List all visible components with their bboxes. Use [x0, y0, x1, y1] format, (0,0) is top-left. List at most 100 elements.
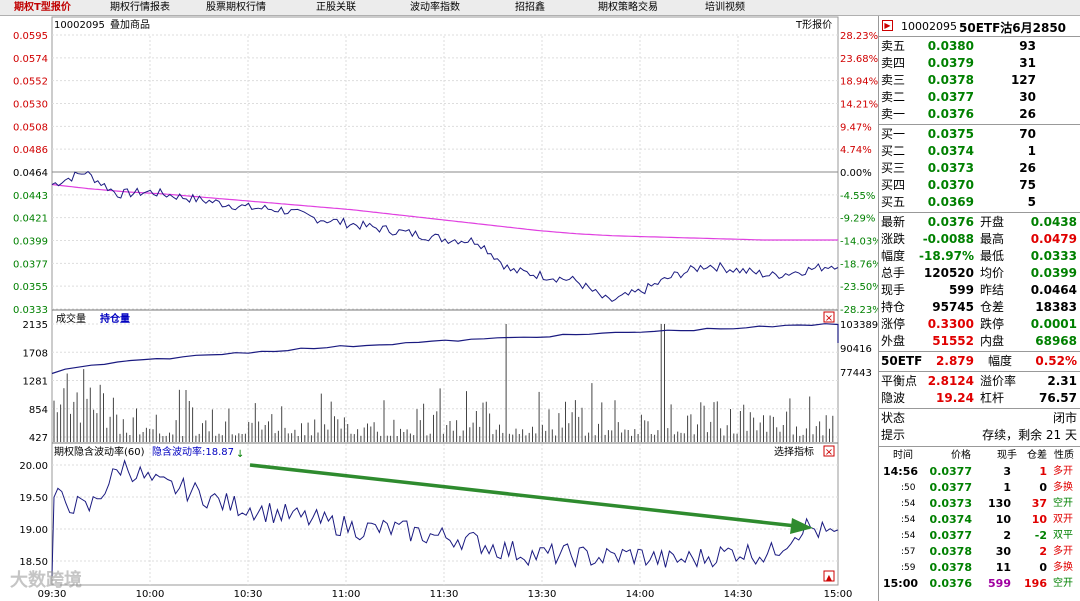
trend-arrow-line [249, 463, 797, 528]
stat-row: 总手 120520 均价 0.0399 [881, 266, 1077, 280]
price-y-label: 0.0574 [13, 54, 48, 65]
price-y-label: 0.0355 [13, 282, 48, 293]
iv-y-label: 19.50 [19, 493, 48, 504]
ask-row: 卖四 0.0379 31 [881, 56, 1036, 70]
t-quote-label: T形报价 [795, 18, 832, 31]
oi-y-label: 103389 [840, 320, 878, 331]
time-x-label: 15:00 [824, 589, 853, 600]
separator [879, 446, 1080, 447]
pct-y-label: 18.94% [840, 77, 878, 88]
separator [879, 212, 1080, 213]
pct-y-label: -18.76% [840, 259, 878, 270]
price-y-label: 0.0464 [13, 168, 48, 179]
time-x-label: 13:30 [528, 589, 557, 600]
close-iv-icon-x: × [825, 447, 833, 458]
close-panel-icon[interactable]: ▶ [882, 20, 893, 31]
extra-row: 隐波 19.24 杠杆 76.57 [881, 391, 1077, 405]
tab-1[interactable]: 期权T型报价 [14, 2, 71, 13]
iv-title: 期权隐含波动率(60) [54, 445, 145, 458]
bid-row: 买五 0.0369 5 [881, 195, 1036, 209]
time-x-label: 11:30 [430, 589, 459, 600]
price-y-label: 0.0333 [13, 305, 48, 316]
time-x-label: 14:30 [724, 589, 753, 600]
separator [879, 351, 1080, 352]
price-y-label: 0.0486 [13, 145, 48, 156]
price-y-label: 0.0399 [13, 237, 48, 248]
volume-y-label: 1708 [23, 348, 48, 359]
pct-y-label: -14.03% [840, 237, 878, 248]
stat-row: 外盘 51552 内盘 68968 [881, 334, 1077, 348]
ask-row: 卖五 0.0380 93 [881, 39, 1036, 53]
time-x-label: 11:00 [332, 589, 361, 600]
trend-arrow-head [790, 518, 813, 534]
overlay-label: 叠加商品 [110, 18, 150, 31]
price-line [51, 170, 839, 303]
iv-y-label: 19.00 [19, 525, 48, 536]
trade-row: :57 0.0378 30 2 多开 [901, 545, 1073, 558]
close-volume-icon [823, 311, 835, 323]
ask-row: 卖一 0.0376 26 [881, 107, 1036, 121]
trade-row: :50 0.0377 1 0 多换 [901, 481, 1073, 494]
oi-y-label: 90416 [840, 344, 872, 355]
extra-row: 平衡点 2.8124 溢价率 2.31 [881, 374, 1077, 388]
pct-y-label: 0.00% [840, 168, 872, 179]
tab-4[interactable]: 正股关联 [316, 2, 356, 13]
separator [879, 408, 1080, 409]
panel-code: 10002095 [901, 20, 957, 33]
ask-row: 卖二 0.0377 30 [881, 90, 1036, 104]
chart-code: 10002095 [54, 20, 105, 31]
trade-row: :54 0.0374 10 10 双开 [901, 513, 1073, 526]
bid-row: 买二 0.0374 1 [881, 144, 1036, 158]
oi-label: 持仓量 [100, 312, 130, 325]
chart-area: 10002095 叠加商品 T形报价 0.0595 28.23% 0.0574 23.68%… [0, 16, 878, 601]
time-x-label: 10:00 [136, 589, 165, 600]
tab-8[interactable]: 培训视频 [705, 2, 745, 13]
stat-row: 持仓 95745 仓差 18383 [881, 300, 1077, 314]
volume-y-label: 854 [29, 405, 48, 416]
avg-price-line [51, 183, 838, 241]
ask-row: 卖三 0.0378 127 [881, 73, 1036, 87]
iv-y-label: 18.50 [19, 557, 48, 568]
trade-header-row: 时间 价格 现手 仓差 性质 [893, 450, 1074, 461]
volume-y-label: 427 [29, 433, 48, 444]
iv-line [51, 459, 839, 577]
separator [879, 371, 1080, 372]
stat-row: 最新 0.0376 开盘 0.0438 [881, 215, 1077, 229]
trade-row: :54 0.0377 2 -2 双平 [901, 529, 1073, 542]
scroll-up-icon-arrow: ▲ [826, 573, 833, 582]
stat-row: 涨跌 -0.0088 最高 0.0479 [881, 232, 1077, 246]
status-row: 状态 闭市 [881, 411, 1077, 425]
stat-row: 现手 599 昨结 0.0464 [881, 283, 1077, 297]
watermark-text: 大数跨境 [10, 570, 82, 591]
stat-row: 幅度 -18.97% 最低 0.0333 [881, 249, 1077, 263]
tab-5[interactable]: 波动率指数 [410, 2, 460, 13]
trade-row: :54 0.0373 130 37 空开 [901, 497, 1073, 510]
quote-panel-header: ▶ 10002095 50ETF沽6月2850 [879, 16, 1080, 37]
scroll-up-icon [823, 570, 835, 582]
tab-6[interactable]: 招招鑫 [515, 2, 545, 13]
pct-y-label: -4.55% [840, 191, 875, 202]
tab-7[interactable]: 期权策略交易 [598, 2, 658, 13]
chart-border [51, 16, 839, 586]
quote-panel: ▶ 10002095 50ETF沽6月2850 卖五 0.0380 93 卖四 0.03… [878, 16, 1080, 601]
trade-row: 15:00 0.0376 599 196 空开 [883, 577, 1073, 590]
iv-y-label: 20.00 [19, 461, 48, 472]
volume-label: 成交量 [56, 312, 86, 325]
price-y-label: 0.0377 [13, 259, 48, 270]
price-y-label: 0.0595 [13, 31, 48, 42]
pct-y-label: -28.23% [840, 305, 878, 316]
pct-y-label: -23.50% [840, 282, 878, 293]
top-tab-bar: 期权T型报价 期权行情报表 股票期权行情 正股关联 波动率指数 招招鑫 期权策略交易 培训视频 [0, 0, 1080, 16]
volume-y-label: 2135 [23, 320, 48, 331]
chart-svg: 10002095 叠加商品 T形报价 0.0595 28.23% 0.0574 23.68%… [13, 16, 878, 600]
trade-row: 14:56 0.0377 3 1 多开 [883, 465, 1073, 478]
tab-2[interactable]: 期权行情报表 [110, 2, 170, 13]
price-y-label: 0.0552 [13, 77, 48, 88]
bid-row: 买三 0.0373 26 [881, 161, 1036, 175]
open-interest-line [51, 323, 839, 375]
stat-row: 涨停 0.3300 跌停 0.0001 [881, 317, 1077, 331]
time-x-label: 14:00 [626, 589, 655, 600]
volume-y-label: 1281 [23, 377, 48, 388]
pct-y-label: 14.21% [840, 100, 878, 111]
tab-3[interactable]: 股票期权行情 [206, 2, 266, 13]
